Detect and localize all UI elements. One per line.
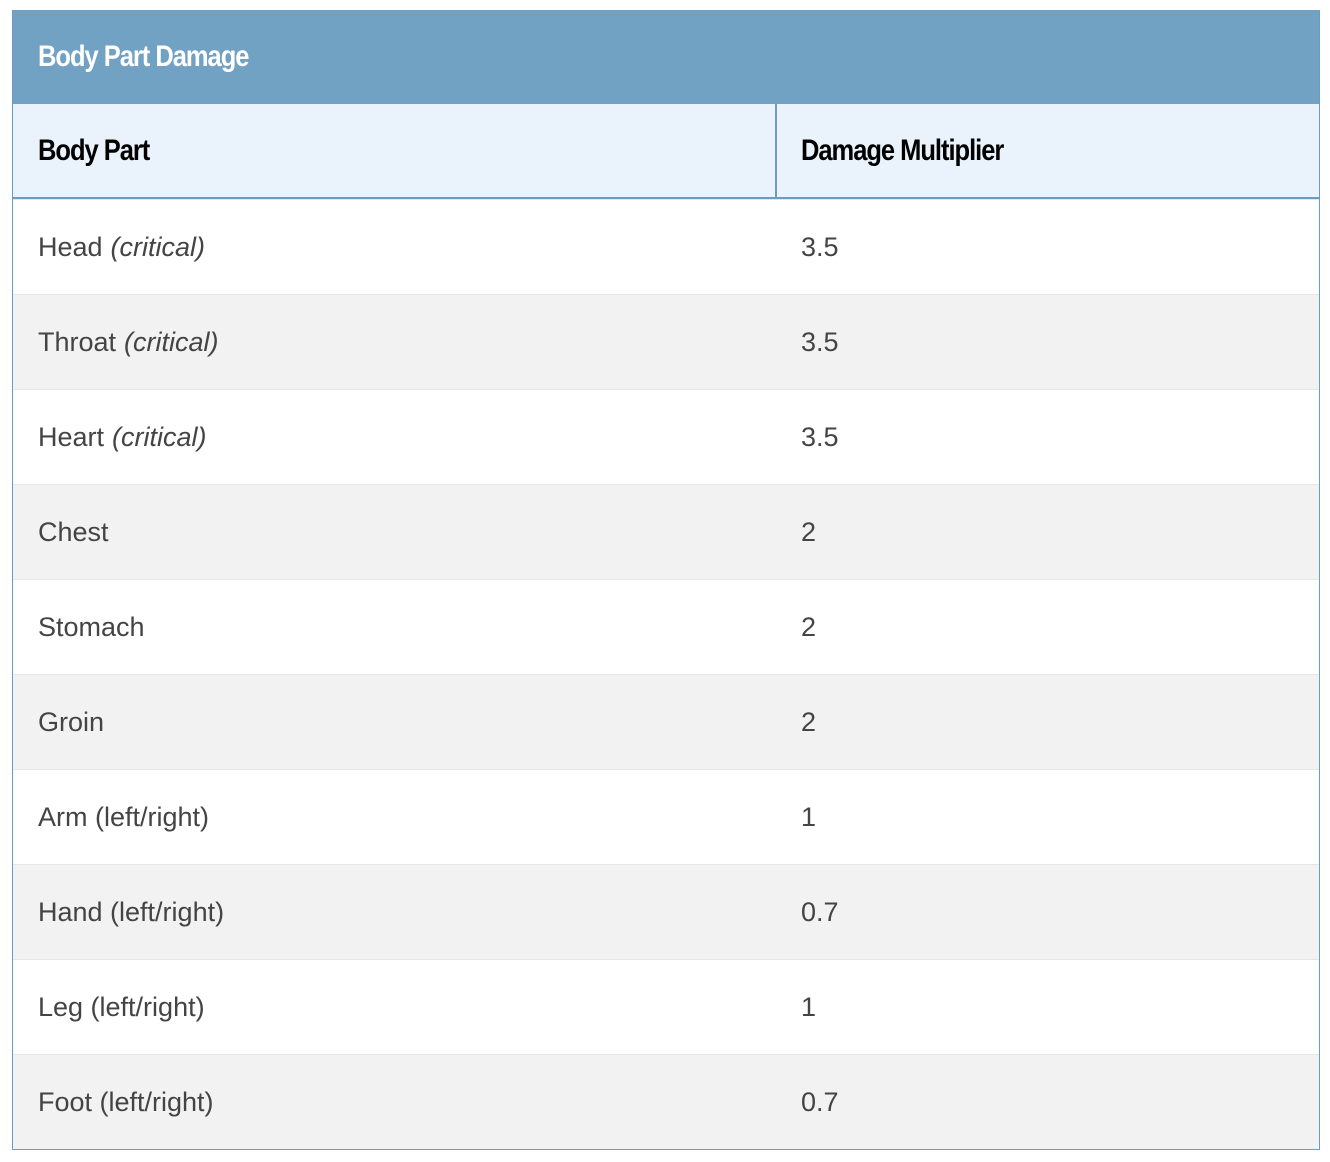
table-row: Stomach 2	[13, 579, 1319, 674]
body-part-cell: Arm (left/right)	[13, 770, 777, 864]
multiplier-cell: 1	[777, 960, 1319, 1054]
body-part-cell: Heart (critical)	[13, 390, 777, 484]
body-part-name: Chest	[38, 516, 109, 547]
body-part-text: Leg (left/right)	[38, 992, 205, 1023]
body-part-cell: Foot (left/right)	[13, 1055, 777, 1149]
body-part-cell: Head (critical)	[13, 200, 777, 294]
table-title: Body Part Damage	[38, 40, 249, 73]
body-part-name: Groin	[38, 706, 105, 737]
body-part-note: (critical)	[124, 326, 219, 357]
table-row: Groin 2	[13, 674, 1319, 769]
body-part-text: Groin	[38, 707, 104, 738]
body-part-name: Head	[38, 231, 103, 262]
body-part-note: (critical)	[110, 231, 206, 262]
table-row: Foot (left/right) 0.7	[13, 1054, 1319, 1149]
multiplier-cell: 3.5	[777, 295, 1319, 389]
multiplier-value: 3.5	[801, 326, 839, 357]
multiplier-cell: 0.7	[777, 1055, 1319, 1149]
body-part-text: Head (critical)	[38, 232, 205, 263]
multiplier-cell: 2	[777, 485, 1319, 579]
header-cell: Damage Multiplier	[777, 104, 1319, 197]
multiplier-value: 3.5	[801, 231, 839, 262]
body-part-name: Stomach	[38, 611, 145, 642]
body-part-name: Leg (left/right)	[38, 991, 205, 1022]
body-part-text: Heart (critical)	[38, 422, 207, 453]
body-part-text: Chest	[38, 517, 109, 548]
table-row: Arm (left/right) 1	[13, 769, 1319, 864]
table-body: Head (critical) 3.5 Throat (critical) 3.5 Hear…	[13, 199, 1319, 1149]
body-part-text: Throat (critical)	[38, 327, 219, 358]
table-row: Chest 2	[13, 484, 1319, 579]
multiplier-cell: 3.5	[777, 390, 1319, 484]
multiplier-value: 0.7	[801, 896, 839, 927]
multiplier-cell: 3.5	[777, 200, 1319, 294]
table-row: Head (critical) 3.5	[13, 199, 1319, 294]
table-row: Hand (left/right) 0.7	[13, 864, 1319, 959]
multiplier-value: 1	[801, 991, 817, 1022]
body-part-cell: Chest	[13, 485, 777, 579]
multiplier-value: 2	[801, 706, 817, 737]
body-part-text: Foot (left/right)	[38, 1087, 214, 1118]
body-part-cell: Stomach	[13, 580, 777, 674]
multiplier-value: 1	[801, 801, 817, 832]
multiplier-value: 0.7	[801, 1086, 839, 1117]
body-part-cell: Groin	[13, 675, 777, 769]
body-part-name: Hand (left/right)	[38, 896, 225, 927]
multiplier-cell: 2	[777, 580, 1319, 674]
header-text: Damage Multiplier	[801, 133, 1004, 167]
table: Body Part Damage Body Part Damage Multip…	[12, 10, 1320, 1150]
body-part-name: Arm (left/right)	[38, 801, 210, 832]
multiplier-value: 2	[801, 516, 817, 547]
multiplier-cell: 2	[777, 675, 1319, 769]
table-row: Throat (critical) 3.5	[13, 294, 1319, 389]
body-part-note: (critical)	[112, 421, 207, 452]
header-row: Body Part Damage Multiplier	[13, 104, 1319, 199]
multiplier-cell: 0.7	[777, 865, 1319, 959]
body-part-name: Foot (left/right)	[38, 1086, 214, 1117]
table-row: Leg (left/right) 1	[13, 959, 1319, 1054]
body-part-name: Heart	[38, 421, 105, 452]
table-row: Heart (critical) 3.5	[13, 389, 1319, 484]
body-part-cell: Leg (left/right)	[13, 960, 777, 1054]
multiplier-value: 3.5	[801, 421, 839, 452]
table-title-bar: Body Part Damage	[13, 10, 1319, 104]
header-cell: Body Part	[13, 104, 777, 197]
body-part-text: Hand (left/right)	[38, 897, 224, 928]
body-part-name: Throat	[38, 326, 117, 357]
header-text: Body Part	[38, 133, 150, 167]
body-part-cell: Throat (critical)	[13, 295, 777, 389]
body-part-text: Arm (left/right)	[38, 802, 209, 833]
body-part-text: Stomach	[38, 612, 145, 643]
multiplier-value: 2	[801, 611, 817, 642]
multiplier-cell: 1	[777, 770, 1319, 864]
body-part-cell: Hand (left/right)	[13, 865, 777, 959]
